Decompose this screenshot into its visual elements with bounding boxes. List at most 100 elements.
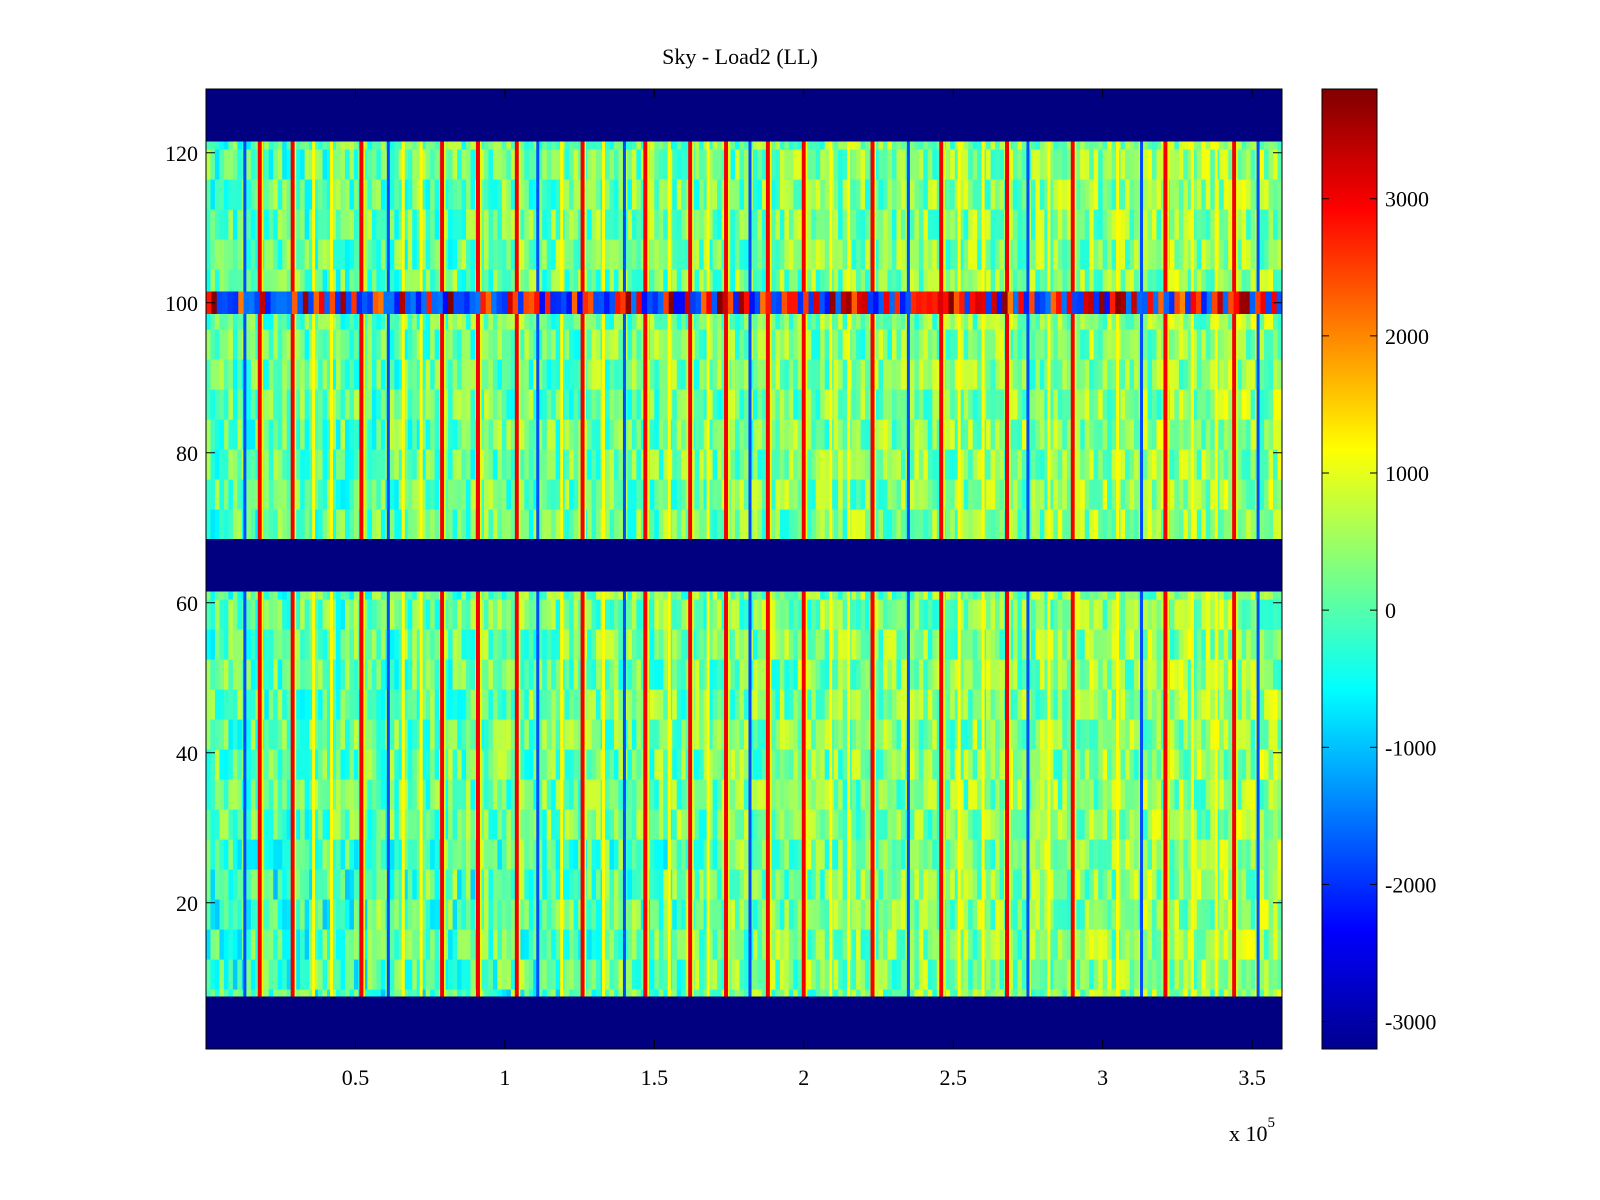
heatmap-cell [613,329,620,360]
heatmap-cell [811,869,817,900]
heatmap-cell [596,149,602,180]
heatmap-cell [609,929,615,960]
heatmap-cell [779,449,785,480]
heatmap-cell [340,599,346,630]
heatmap-cell [587,599,593,630]
heatmap-cell [313,929,319,960]
heatmap-cell [452,779,458,810]
heatmap-cell [891,599,898,630]
heatmap-cell [412,389,418,420]
heatmap-cell [322,899,328,930]
heatmap-cell [300,449,306,480]
heatmap-cell [286,359,292,390]
heatmap-cell [528,749,534,780]
heatmap-cell [891,329,898,360]
heatmap-cell [250,749,256,780]
heatmap-cell [237,929,243,960]
heatmap-cell [784,509,790,540]
heatmap-cell [501,899,507,930]
heatmap-cell [371,959,377,990]
heatmap-cell [457,509,463,540]
heatmap-cell [353,179,360,210]
heatmap-cell [246,359,252,390]
heatmap-cell [430,959,436,990]
heatmap-cell [891,959,898,990]
heatmap-cell [793,269,799,300]
heatmap-cell [708,209,714,240]
heatmap-cell [246,779,252,810]
heatmap-cell [596,419,602,450]
heatmap-cell [344,959,351,990]
heatmap-cell [219,689,225,720]
heatmap-cell [811,779,817,810]
heatmap-cell [300,599,306,630]
heatmap-cell [479,269,485,300]
heatmap-cell [555,659,561,690]
heatmap-cell [340,959,346,990]
heatmap-cell [672,479,678,510]
heatmap-cell [681,479,687,510]
heatmap-cell [874,629,880,660]
heatmap-cell [309,839,315,870]
heatmap-cell [452,689,458,720]
heatmap-cell [448,209,454,240]
heatmap-cell [403,449,409,480]
heatmap-cell [703,869,709,900]
heatmap-cell [506,659,512,690]
heatmap-cell [533,779,539,810]
heatmap-cell [676,779,682,810]
heatmap-cell [824,179,830,210]
heatmap-cell [353,869,360,900]
heatmap-cell [649,209,655,240]
heatmap-cell [681,839,687,870]
heatmap-cell [793,419,799,450]
heatmap-cell [788,809,794,840]
heatmap-cell [344,419,351,450]
heatmap-cell [820,509,826,540]
heatmap-cell [322,389,328,420]
heatmap-cell [865,479,871,510]
heatmap-cell [412,329,418,360]
heatmap-cell [761,779,768,810]
heatmap-cell [613,779,620,810]
heatmap-cell [232,719,238,750]
heatmap-cell [412,209,418,240]
heatmap-cell [295,689,301,720]
heatmap-cell [663,839,669,870]
heatmap-cell [887,959,893,990]
heatmap-cell [309,239,315,270]
heatmap-cell [340,689,346,720]
heatmap-cell [793,779,799,810]
heatmap-cell [430,749,436,780]
heatmap-cell [788,629,794,660]
heatmap-cell [703,659,709,690]
heatmap-cell [282,479,288,510]
heatmap-cell [860,599,866,630]
heatmap-cell [708,179,714,210]
heatmap-cell [833,269,839,300]
heatmap-cell [784,629,790,660]
heatmap-cell [820,299,826,330]
heatmap-cell [896,209,902,240]
heatmap-cell [770,359,776,390]
heatmap-cell [627,239,633,270]
heatmap-cell [735,209,741,240]
heatmap-cell [232,269,238,300]
heatmap-cell [618,749,624,780]
heatmap-cell [887,359,893,390]
heatmap-cell [596,269,602,300]
heatmap-cell [309,269,315,300]
heatmap-cell [551,929,557,960]
heatmap-cell [421,269,427,300]
heatmap-cell [860,449,866,480]
heatmap-cell [856,629,862,660]
heatmap-cell [483,959,490,990]
heatmap-cell [605,719,611,750]
heatmap-cell [331,419,337,450]
heatmap-cell [394,239,400,270]
heatmap-cell [380,269,386,300]
heatmap-cell [775,329,781,360]
heatmap-cell [340,659,346,690]
heatmap-cell [340,899,346,930]
heatmap-cell [457,659,463,690]
